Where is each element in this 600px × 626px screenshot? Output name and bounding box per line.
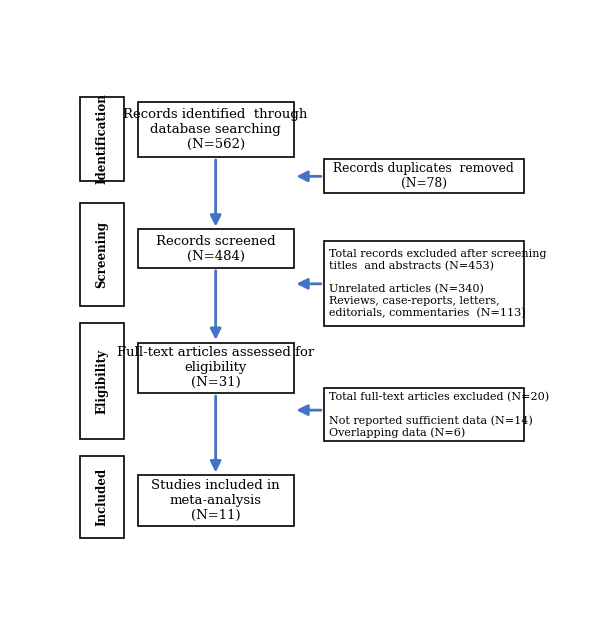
Bar xyxy=(138,475,293,526)
Bar xyxy=(80,456,124,538)
Text: Identification: Identification xyxy=(95,94,108,185)
Bar xyxy=(80,324,124,439)
Text: Records duplicates  removed
(N=78): Records duplicates removed (N=78) xyxy=(334,162,514,190)
Text: Total records excluded after screening
titles  and abstracts (N=453)

Unrelated : Total records excluded after screening t… xyxy=(329,249,547,318)
Bar xyxy=(324,242,524,326)
Text: Eligibility: Eligibility xyxy=(95,349,108,414)
Text: Included: Included xyxy=(95,468,108,526)
Text: Screening: Screening xyxy=(95,221,108,288)
Text: Records screened
(N=484): Records screened (N=484) xyxy=(156,235,275,263)
Bar xyxy=(324,160,524,193)
Bar xyxy=(138,342,293,393)
Text: Total full-text articles excluded (N=20)

Not reported sufficient data (N=14)
Ov: Total full-text articles excluded (N=20)… xyxy=(329,392,550,438)
Text: Studies included in
meta-analysis
(N=11): Studies included in meta-analysis (N=11) xyxy=(151,479,280,522)
Bar xyxy=(138,229,293,268)
Bar xyxy=(80,203,124,307)
Bar xyxy=(80,97,124,181)
Text: Full-text articles assessed for
eligibility
(N=31): Full-text articles assessed for eligibil… xyxy=(117,346,314,389)
Text: Records identified  through
database searching
(N=562): Records identified through database sear… xyxy=(124,108,308,151)
Bar xyxy=(324,388,524,441)
Bar xyxy=(138,101,293,157)
